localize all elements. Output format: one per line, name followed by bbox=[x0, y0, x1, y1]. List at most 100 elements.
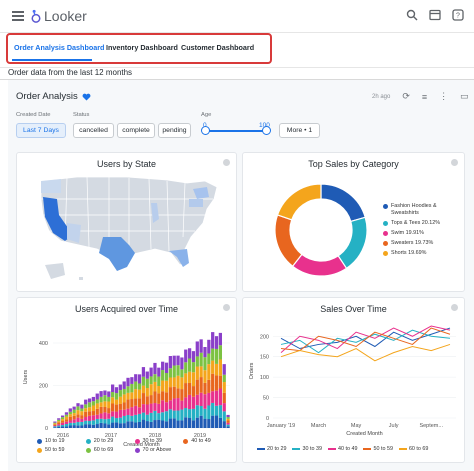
stacked-bar-segment[interactable] bbox=[107, 396, 111, 402]
stacked-bar-segment[interactable] bbox=[76, 422, 80, 426]
stacked-bar-segment[interactable] bbox=[168, 387, 172, 401]
stacked-bar-segment[interactable] bbox=[84, 399, 88, 405]
stacked-bar-segment[interactable] bbox=[99, 402, 103, 407]
stacked-bar-segment[interactable] bbox=[176, 398, 180, 411]
line-legend-item[interactable]: 20 to 29 bbox=[257, 446, 286, 452]
stacked-bar-segment[interactable] bbox=[118, 390, 122, 397]
stacked-bar-segment[interactable] bbox=[91, 405, 96, 412]
stacked-bar-segment[interactable] bbox=[195, 356, 199, 367]
stacked-bar-segment[interactable] bbox=[195, 379, 199, 395]
stacked-bar-segment[interactable] bbox=[134, 381, 138, 390]
stacked-bar-segment[interactable] bbox=[226, 422, 230, 425]
stacked-bar-segment[interactable] bbox=[211, 373, 215, 392]
stacked-bar-segment[interactable] bbox=[191, 420, 196, 428]
stacked-bar-segment[interactable] bbox=[176, 375, 180, 389]
status-option-cancelled[interactable]: cancelled bbox=[73, 123, 114, 138]
stacked-legend-item[interactable]: 40 to 49 bbox=[183, 438, 232, 444]
stacked-bar-segment[interactable] bbox=[99, 413, 103, 419]
stacked-bar-segment[interactable] bbox=[107, 408, 111, 414]
series-line[interactable] bbox=[280, 329, 451, 354]
stacked-bar-segment[interactable] bbox=[103, 412, 107, 420]
stacked-bar-segment[interactable] bbox=[57, 424, 61, 426]
stacked-bar-segment[interactable] bbox=[91, 424, 96, 428]
stacked-bar-segment[interactable] bbox=[60, 417, 65, 420]
stacked-bar-segment[interactable] bbox=[134, 422, 138, 428]
stacked-bar-segment[interactable] bbox=[68, 416, 72, 421]
stacked-bar-segment[interactable] bbox=[184, 383, 188, 398]
stacked-bar-segment[interactable] bbox=[137, 407, 142, 414]
stacked-bar-segment[interactable] bbox=[222, 374, 226, 383]
users-acquired-stacked-bar-chart[interactable]: 400 200 0 Users 2016 2017 2018 2019 Created Mont… bbox=[17, 318, 238, 448]
stacked-bar-segment[interactable] bbox=[203, 347, 207, 358]
stacked-bar-segment[interactable] bbox=[107, 424, 111, 428]
stacked-bar-segment[interactable] bbox=[211, 391, 215, 403]
stacked-bar-segment[interactable] bbox=[134, 389, 138, 399]
stacked-bar-segment[interactable] bbox=[141, 419, 146, 428]
tile-menu-icon[interactable] bbox=[451, 304, 458, 311]
stacked-bar-segment[interactable] bbox=[180, 377, 184, 390]
stacked-bar-segment[interactable] bbox=[211, 360, 215, 374]
stacked-bar-segment[interactable] bbox=[84, 417, 88, 421]
stacked-bar-segment[interactable] bbox=[153, 374, 157, 382]
stacked-bar-segment[interactable] bbox=[60, 419, 65, 422]
stacked-bar-segment[interactable] bbox=[149, 412, 153, 422]
stacked-bar-segment[interactable] bbox=[226, 414, 230, 418]
stacked-bar-segment[interactable] bbox=[95, 418, 99, 425]
stacked-bar-segment[interactable] bbox=[72, 406, 76, 410]
stacked-bar-segment[interactable] bbox=[91, 415, 96, 421]
stacked-bar-segment[interactable] bbox=[95, 424, 99, 428]
status-option-pending[interactable]: pending bbox=[158, 123, 191, 138]
donut-legend-item[interactable]: Fashion Hoodies & Sweatshirts bbox=[383, 203, 463, 217]
stacked-bar-segment[interactable] bbox=[53, 423, 57, 425]
stacked-bar-segment[interactable] bbox=[57, 426, 61, 428]
stacked-bar-segment[interactable] bbox=[130, 377, 134, 384]
stacked-bar-segment[interactable] bbox=[226, 426, 230, 428]
stacked-legend-item[interactable]: 60 to 69 bbox=[85, 447, 135, 453]
stacked-bar-segment[interactable] bbox=[222, 392, 226, 404]
stacked-bar-segment[interactable] bbox=[87, 420, 92, 425]
stacked-bar-segment[interactable] bbox=[199, 406, 203, 416]
stacked-bar-segment[interactable] bbox=[122, 409, 126, 416]
stacked-bar-segment[interactable] bbox=[218, 375, 223, 389]
stacked-bar-segment[interactable] bbox=[68, 420, 72, 423]
stacked-bar-segment[interactable] bbox=[168, 377, 172, 388]
stacked-bar-segment[interactable] bbox=[195, 405, 199, 418]
stacked-bar-segment[interactable] bbox=[122, 394, 126, 403]
stacked-bar-segment[interactable] bbox=[161, 391, 165, 401]
stacked-bar-segment[interactable] bbox=[172, 418, 176, 428]
stacked-bar-segment[interactable] bbox=[180, 357, 184, 370]
stacked-bar-segment[interactable] bbox=[203, 408, 207, 419]
stacked-bar-segment[interactable] bbox=[60, 421, 65, 423]
stacked-bar-segment[interactable] bbox=[203, 357, 207, 371]
stacked-bar-segment[interactable] bbox=[222, 382, 226, 393]
stacked-bar-segment[interactable] bbox=[76, 417, 80, 423]
series-line[interactable] bbox=[280, 327, 451, 352]
stacked-bar-segment[interactable] bbox=[53, 427, 57, 428]
stacked-bar-segment[interactable] bbox=[184, 417, 188, 428]
stacked-bar-segment[interactable] bbox=[187, 394, 192, 410]
stacked-bar-segment[interactable] bbox=[84, 420, 88, 425]
stacked-bar-segment[interactable] bbox=[203, 370, 207, 383]
stacked-bar-segment[interactable] bbox=[68, 422, 72, 426]
stacked-bar-segment[interactable] bbox=[87, 402, 92, 408]
filter-icon[interactable]: ≡ bbox=[421, 91, 428, 102]
stacked-bar-segment[interactable] bbox=[103, 390, 107, 396]
stacked-bar-segment[interactable] bbox=[60, 415, 65, 418]
stacked-bar-segment[interactable] bbox=[145, 404, 149, 415]
stacked-bar-segment[interactable] bbox=[95, 403, 99, 409]
us-map[interactable] bbox=[17, 153, 238, 293]
stacked-bar-segment[interactable] bbox=[164, 392, 169, 403]
stacked-bar-segment[interactable] bbox=[199, 352, 203, 367]
stacked-bar-segment[interactable] bbox=[57, 418, 61, 420]
stacked-bar-segment[interactable] bbox=[161, 412, 165, 421]
stacked-bar-segment[interactable] bbox=[95, 399, 99, 404]
stacked-bar-segment[interactable] bbox=[218, 405, 223, 418]
stacked-bar-segment[interactable] bbox=[118, 409, 122, 418]
stacked-bar-segment[interactable] bbox=[222, 403, 226, 412]
stacked-bar-segment[interactable] bbox=[130, 392, 134, 400]
created-date-filter[interactable]: Last 7 Days bbox=[16, 123, 66, 138]
stacked-bar-segment[interactable] bbox=[191, 351, 196, 363]
stacked-bar-segment[interactable] bbox=[134, 374, 138, 382]
stacked-bar-segment[interactable] bbox=[64, 419, 69, 422]
stacked-bar-segment[interactable] bbox=[172, 398, 176, 411]
